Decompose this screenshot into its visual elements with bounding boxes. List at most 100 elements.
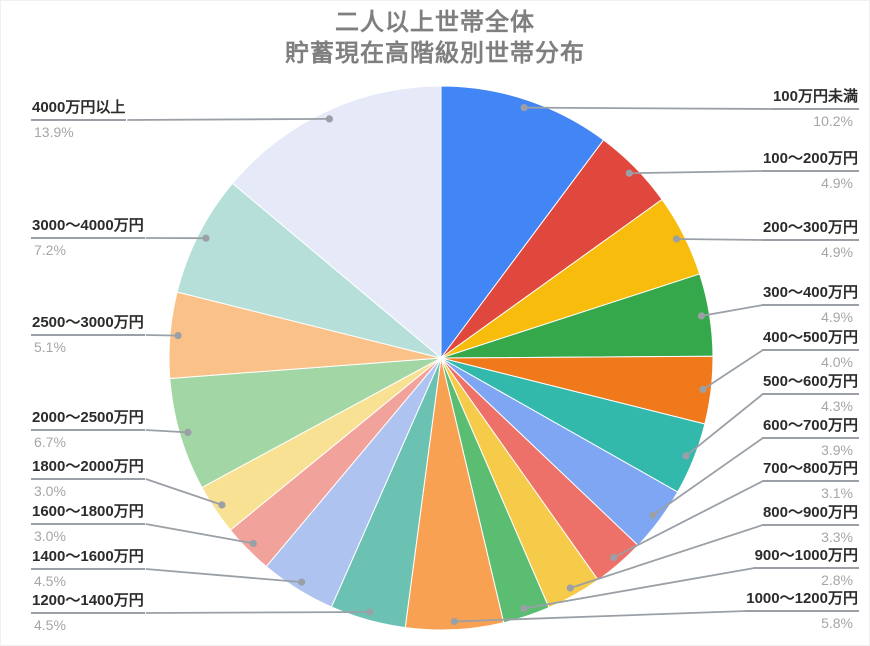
slice-percent: 3.1% (821, 485, 853, 501)
leader-dot-2 (672, 235, 681, 243)
slice-callout-11: 1200〜1400万円 4.5% (31, 591, 145, 634)
slice-percent: 4.5% (34, 573, 66, 589)
leader-dot-13 (249, 539, 257, 548)
leader-dot-17 (202, 234, 210, 242)
slice-callout-18: 4000万円以上 13.9% (31, 98, 127, 141)
leader-dot-1 (625, 169, 633, 177)
slice-label: 500〜600万円 (761, 372, 859, 395)
leader-line-13 (145, 523, 254, 545)
slice-callout-14: 1800〜2000万円 3.0% (31, 457, 145, 500)
slice-label: 2000〜2500万円 (31, 408, 145, 431)
leader-dot-15 (184, 428, 192, 436)
leader-dot-12 (298, 578, 306, 586)
slice-callout-7: 700〜800万円 3.1% (761, 459, 859, 502)
chart-title: 二人以上世帯全体 貯蓄現在高階級別世帯分布 (1, 7, 869, 69)
slice-callout-12: 1400〜1600万円 4.5% (31, 547, 145, 590)
leader-dot-11 (366, 608, 374, 616)
slice-label: 900〜1000万円 (753, 546, 859, 569)
leader-line-3 (701, 304, 764, 317)
slice-callout-6: 600〜700万円 3.9% (761, 416, 859, 459)
slice-percent: 4.5% (34, 617, 66, 633)
leader-line-5 (685, 393, 764, 457)
pie-slice-15[interactable] (169, 357, 442, 489)
slice-percent: 4.0% (821, 354, 853, 370)
slice-percent: 7.2% (34, 242, 66, 258)
leader-line-8 (570, 524, 764, 589)
slice-percent: 5.8% (821, 615, 853, 631)
slice-callout-15: 2000〜2500万円 6.7% (31, 408, 145, 451)
slice-label: 4000万円以上 (31, 98, 127, 121)
leader-dot-18 (325, 115, 333, 123)
slice-percent: 2.8% (821, 572, 853, 588)
leader-dot-5 (682, 452, 690, 460)
slice-callout-10: 1000〜1200万円 5.8% (745, 589, 859, 632)
leader-dot-9 (520, 604, 528, 613)
slice-label: 400〜500万円 (761, 328, 859, 351)
chart-title-line1: 二人以上世帯全体 (335, 9, 535, 36)
slice-label: 100万円未満 (771, 87, 859, 110)
leader-dot-0 (520, 104, 528, 112)
slice-label: 700〜800万円 (761, 459, 859, 482)
slice-percent: 4.9% (821, 244, 853, 260)
leader-line-15 (145, 429, 188, 434)
slice-callout-2: 200〜300万円 4.9% (761, 218, 859, 261)
slice-percent: 5.1% (34, 339, 66, 355)
slice-percent: 4.9% (821, 175, 853, 191)
leader-line-7 (613, 480, 764, 559)
leader-line-4 (702, 349, 764, 391)
leader-line-9 (523, 567, 755, 610)
slice-callout-13: 1600〜1800万円 3.0% (31, 502, 145, 545)
pie-slice-18[interactable] (231, 85, 442, 360)
slice-percent: 3.9% (821, 442, 853, 458)
leader-line-11 (145, 611, 370, 614)
leader-line-6 (652, 437, 764, 516)
slice-callout-0: 100万円未満 10.2% (771, 87, 859, 130)
leader-line-1 (629, 170, 763, 175)
slice-label: 1200〜1400万円 (31, 591, 145, 614)
slice-callout-16: 2500〜3000万円 5.1% (31, 313, 145, 356)
leader-dot-16 (174, 332, 182, 340)
slice-callout-5: 500〜600万円 4.3% (761, 372, 859, 415)
slice-callout-4: 400〜500万円 4.0% (761, 328, 859, 371)
pie-slice-17[interactable] (176, 182, 442, 359)
slice-percent: 4.3% (821, 398, 853, 414)
slice-label: 300〜400万円 (761, 283, 859, 306)
slice-callout-3: 300〜400万円 4.9% (761, 283, 859, 326)
leader-dot-8 (566, 584, 574, 592)
slice-percent: 6.7% (34, 434, 66, 450)
slice-callout-17: 3000〜4000万円 7.2% (31, 216, 145, 259)
slice-percent: 4.9% (821, 309, 853, 325)
slice-callout-1: 100〜200万円 4.9% (761, 149, 859, 192)
slice-label: 1000〜1200万円 (745, 589, 859, 612)
slice-callout-9: 900〜1000万円 2.8% (753, 546, 859, 589)
slice-label: 1400〜1600万円 (31, 547, 145, 570)
slice-percent: 10.2% (813, 113, 853, 129)
slice-percent: 3.3% (821, 529, 853, 545)
leader-line-16 (145, 334, 179, 337)
leader-line-18 (127, 118, 330, 121)
slice-callout-8: 800〜900万円 3.3% (761, 503, 859, 546)
leader-line-10 (454, 610, 747, 623)
chart-title-line2: 貯蓄現在高階級別世帯分布 (285, 40, 585, 67)
leader-dot-6 (649, 511, 657, 519)
leader-line-0 (524, 106, 773, 110)
slice-percent: 3.0% (34, 528, 66, 544)
leader-line-14 (145, 478, 223, 506)
leader-dot-4 (699, 385, 707, 393)
slice-percent: 13.9% (34, 124, 74, 140)
leader-line-2 (676, 238, 763, 241)
pie-slice-0[interactable] (440, 85, 605, 360)
leader-dot-3 (697, 312, 706, 320)
slice-label: 3000〜4000万円 (31, 216, 145, 239)
slice-label: 600〜700万円 (761, 416, 859, 439)
slice-percent: 3.0% (34, 483, 66, 499)
slice-label: 200〜300万円 (761, 218, 859, 241)
slice-label: 100〜200万円 (761, 149, 859, 172)
slice-label: 1800〜2000万円 (31, 457, 145, 480)
leader-dot-7 (610, 553, 618, 562)
slice-label: 1600〜1800万円 (31, 502, 145, 525)
leader-line-12 (145, 568, 302, 583)
slice-label: 800〜900万円 (761, 503, 859, 526)
